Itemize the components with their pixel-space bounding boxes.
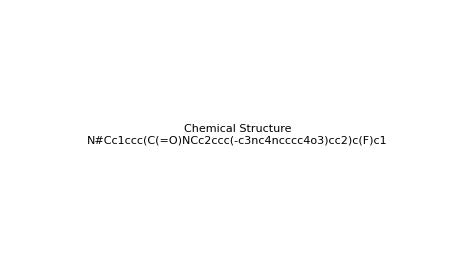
Text: Chemical Structure
N#Cc1ccc(C(=O)NCc2ccc(-c3nc4ncccc4o3)cc2)c(F)c1: Chemical Structure N#Cc1ccc(C(=O)NCc2ccc… <box>87 123 388 145</box>
